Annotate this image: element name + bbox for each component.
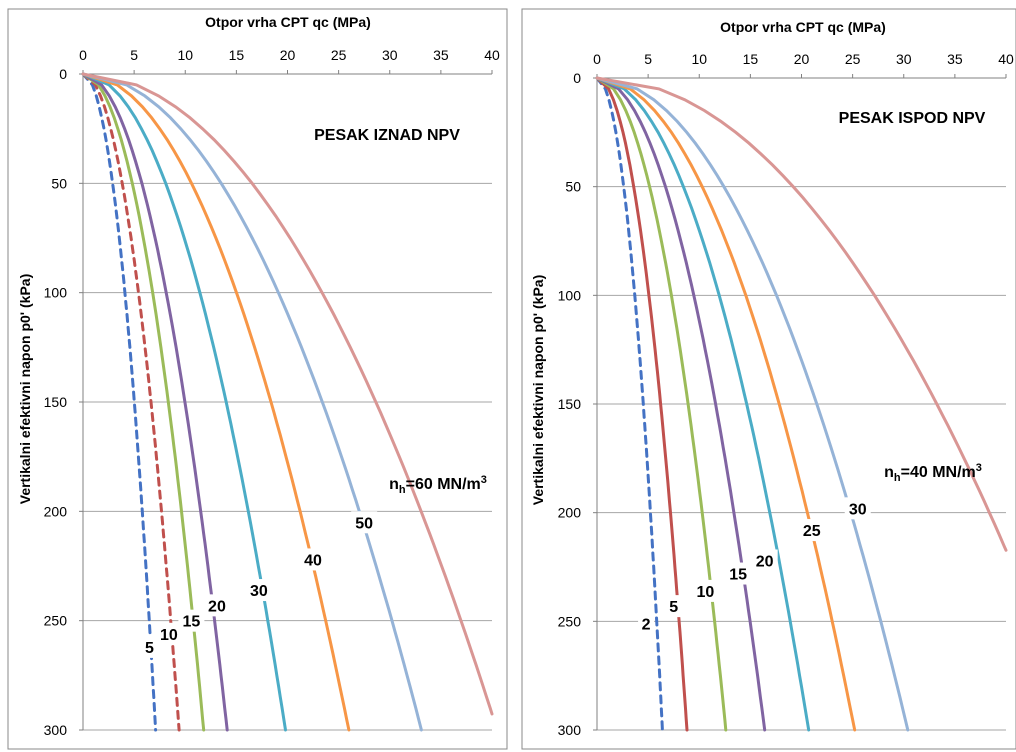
x-tick-label: 30 bbox=[382, 47, 398, 63]
chart-panel-left: Otpor vrha CPT qc (MPa) Vertikalni efekt… bbox=[7, 8, 508, 750]
series-line-20 bbox=[595, 76, 811, 732]
chart-annotation: PESAK ISPOD NPV bbox=[839, 110, 986, 127]
y-tick-label: 50 bbox=[565, 179, 581, 195]
y-tick-label: 250 bbox=[558, 613, 582, 629]
series-line-30 bbox=[81, 72, 287, 732]
x-tick-label: 40 bbox=[998, 51, 1014, 67]
curve-label-bg bbox=[155, 622, 182, 645]
series-line-2 bbox=[595, 76, 664, 732]
series-line-10 bbox=[595, 76, 728, 732]
series-line-5 bbox=[81, 72, 158, 732]
curve-label: 20 bbox=[756, 553, 774, 570]
curve-label: 2 bbox=[642, 617, 651, 634]
x-tick-label: 10 bbox=[691, 51, 707, 67]
x-tick-label: 30 bbox=[896, 51, 912, 67]
y-tick-label: 300 bbox=[558, 722, 582, 738]
x-tick-label: 5 bbox=[130, 47, 138, 63]
x-tick-label: 20 bbox=[280, 47, 296, 63]
series-line-20 bbox=[81, 72, 229, 732]
chart-frame bbox=[521, 8, 1016, 750]
x-tick-label: 20 bbox=[794, 51, 810, 67]
x-tick-label: 10 bbox=[177, 47, 193, 63]
x-axis-title: Otpor vrha CPT qc (MPa) bbox=[720, 19, 886, 35]
curve-label-bg bbox=[245, 579, 272, 602]
series-line-40 bbox=[81, 72, 351, 732]
chart-frame bbox=[7, 8, 508, 750]
series-line-15 bbox=[595, 76, 767, 732]
y-tick-label: 150 bbox=[558, 396, 582, 412]
curve-label-bg bbox=[638, 612, 655, 635]
curve-label: 15 bbox=[729, 567, 747, 584]
series-line-outer bbox=[81, 72, 494, 716]
series-line-50 bbox=[81, 72, 423, 732]
x-tick-label: 40 bbox=[484, 47, 500, 63]
x-axis-title: Otpor vrha CPT qc (MPa) bbox=[205, 14, 371, 30]
y-axis-title: Vertikalni efektivni napon p0' (kPa) bbox=[17, 274, 33, 505]
curve-label-bg bbox=[178, 609, 205, 632]
curve-label-bg bbox=[725, 562, 752, 585]
curve-label-bg bbox=[141, 635, 158, 658]
curve-label-bg bbox=[798, 519, 825, 542]
series-line-25 bbox=[595, 76, 857, 732]
y-tick-label: 0 bbox=[573, 70, 581, 86]
chart-annotation: PESAK IZNAD NPV bbox=[314, 127, 460, 144]
curve-label-bg bbox=[751, 549, 778, 572]
y-tick-label: 50 bbox=[51, 175, 67, 191]
curve-label-bg bbox=[665, 595, 682, 618]
curve-label: 50 bbox=[355, 515, 373, 532]
curve-label: 30 bbox=[250, 583, 268, 600]
y-tick-label: 300 bbox=[44, 722, 68, 738]
curve-label: 10 bbox=[696, 584, 714, 601]
x-tick-label: 25 bbox=[845, 51, 861, 67]
y-tick-label: 100 bbox=[44, 285, 68, 301]
y-axis-title: Vertikalni efektivni napon p0' (kPa) bbox=[530, 275, 546, 506]
y-tick-label: 0 bbox=[59, 66, 67, 82]
curve-label: 30 bbox=[849, 501, 867, 518]
x-tick-label: 15 bbox=[743, 51, 759, 67]
curve-label-bg bbox=[844, 497, 871, 520]
y-tick-label: 150 bbox=[44, 394, 68, 410]
x-tick-label: 0 bbox=[593, 51, 601, 67]
x-tick-label: 5 bbox=[644, 51, 652, 67]
series-line-5 bbox=[595, 76, 689, 732]
y-tick-label: 200 bbox=[44, 503, 68, 519]
x-tick-label: 35 bbox=[947, 51, 963, 67]
curve-label: 25 bbox=[803, 523, 821, 540]
x-tick-label: 35 bbox=[433, 47, 449, 63]
y-tick-label: 100 bbox=[558, 287, 582, 303]
curve-label: 5 bbox=[669, 599, 678, 616]
series-line-outer bbox=[595, 76, 1008, 552]
x-tick-label: 0 bbox=[79, 47, 87, 63]
curve-label: 15 bbox=[182, 614, 200, 631]
curve-label-bg bbox=[351, 511, 378, 534]
curve-label: 20 bbox=[208, 598, 226, 615]
nh-label: nh=60 MN/m3 bbox=[389, 474, 487, 496]
curve-label-bg bbox=[692, 579, 719, 602]
series-line-10 bbox=[81, 72, 181, 732]
chart-panel-right: Otpor vrha CPT qc (MPa) Vertikalni efekt… bbox=[521, 8, 1016, 750]
curve-label-bg bbox=[300, 548, 327, 571]
nh-label: nh=40 MN/m3 bbox=[884, 462, 982, 484]
y-tick-label: 250 bbox=[44, 613, 68, 629]
series-line-30 bbox=[595, 76, 910, 732]
x-tick-label: 15 bbox=[229, 47, 245, 63]
curve-label: 5 bbox=[145, 640, 154, 657]
curve-label-bg bbox=[203, 594, 230, 617]
x-tick-label: 25 bbox=[331, 47, 347, 63]
curve-label: 40 bbox=[304, 552, 322, 569]
curve-label: 10 bbox=[160, 627, 178, 644]
y-tick-label: 200 bbox=[558, 505, 582, 521]
